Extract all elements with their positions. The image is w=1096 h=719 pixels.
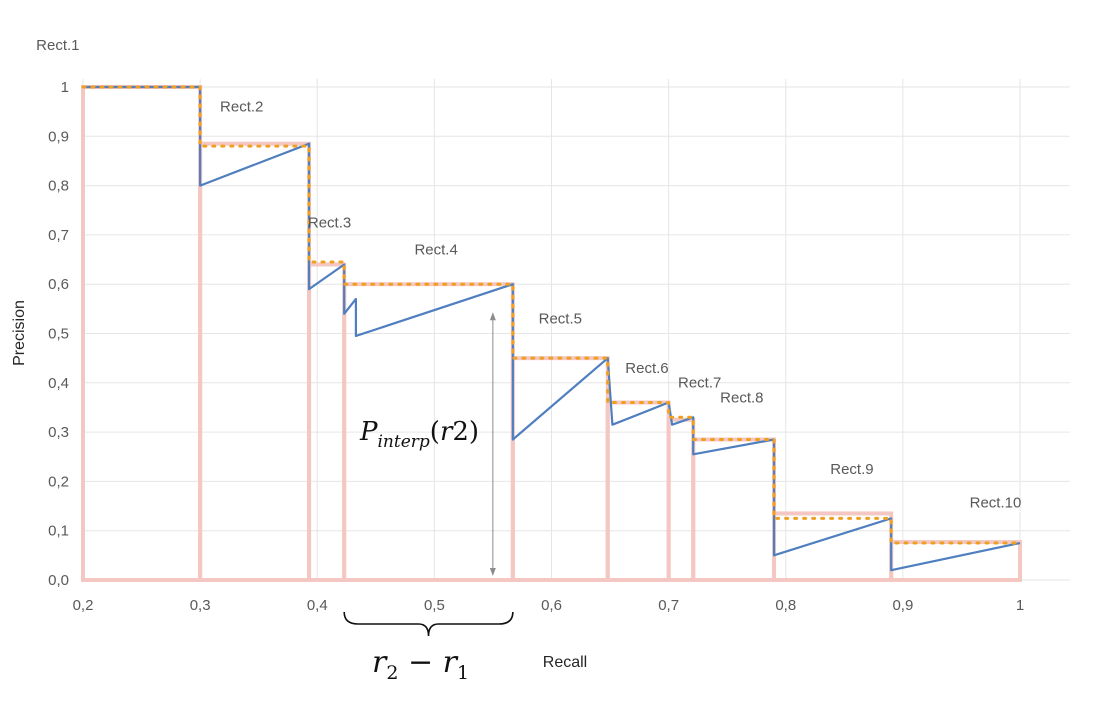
width-label: r2 − r1 (372, 645, 469, 684)
x-tick-label: 0,5 (424, 597, 445, 614)
width-minus: − (398, 645, 442, 680)
y-axis-title: Precision (11, 300, 28, 366)
y-tick-label: 0,3 (48, 424, 69, 441)
p-interp-argument-close: 2) (452, 417, 479, 447)
interpolation-rectangle (691, 437, 777, 582)
width-r2: r (372, 645, 388, 680)
y-tick-label: 0,4 (48, 375, 69, 392)
interpolation-rectangle (605, 400, 671, 582)
interpolated-precision-line (81, 85, 1022, 545)
y-tick-label: 0,7 (48, 227, 69, 244)
x-tick-label: 0,7 (658, 597, 679, 614)
width-r1-sub: 1 (457, 662, 469, 684)
y-tick-label: 1 (61, 79, 69, 96)
grid-lines (82, 79, 1070, 581)
interpolation-rectangle (307, 262, 347, 582)
y-tick-label: 0,9 (48, 128, 69, 145)
y-tick-label: 0,6 (48, 276, 69, 293)
y-tick-label: 0,0 (48, 572, 69, 589)
y-tick-label: 0,1 (48, 523, 69, 540)
interpolation-rectangle (666, 417, 696, 582)
rectangle-label: Rect.6 (625, 360, 668, 377)
width-r2-sub: 2 (386, 662, 398, 684)
rectangle-label: Rect.9 (830, 461, 873, 478)
x-tick-label: 0,9 (892, 597, 913, 614)
rectangle-label: Rect.10 (970, 495, 1022, 512)
rectangle-label: Rect.8 (720, 390, 763, 407)
p-interp-subscript: interp (378, 432, 430, 452)
y-tick-label: 0,5 (48, 326, 69, 343)
p-interp-arrowhead-top (489, 312, 496, 321)
width-r1: r (443, 645, 459, 680)
rectangle-label: Rect.4 (414, 242, 457, 259)
x-tick-label: 0,4 (307, 597, 328, 614)
series-lines (81, 85, 1022, 572)
p-interp-arrowhead-bottom (489, 568, 496, 576)
p-interp-argument: ( (430, 417, 440, 447)
rectangle-labels: Rect.1 Rect.2 Rect.3 Rect.4 Rect.5 Rect.6 Rect… (36, 37, 1021, 512)
y-tick-label: 0,8 (48, 178, 69, 195)
tick-labels: 0,2 0,3 0,4 0,5 0,6 0,7 0,8 0,9 1 0,0 0,1 0,2 0,3 0,4… (48, 79, 1024, 614)
p-interp-symbol: P (359, 417, 378, 447)
width-brace (343, 611, 514, 637)
rectangle-label: Rect.2 (220, 99, 263, 116)
rectangle-label: Rect.3 (308, 215, 351, 232)
rectangle-label: Rect.7 (678, 375, 721, 392)
x-tick-label: 0,3 (190, 597, 211, 614)
rectangle-label: Rect.1 (36, 37, 79, 54)
x-tick-label: 0,6 (541, 597, 562, 614)
rectangle-label: Rect.5 (539, 311, 582, 328)
p-interp-argument-r: r (440, 417, 454, 447)
annotations: Pinterp(r2) r2 − r1 (343, 312, 514, 684)
x-tick-label: 0,8 (775, 597, 796, 614)
y-tick-label: 0,2 (48, 473, 69, 490)
x-axis-title: Recall (543, 654, 587, 671)
interpolation-rectangle (198, 141, 312, 582)
interpolation-rectangle (510, 356, 610, 582)
x-tick-label: 0,2 (73, 597, 94, 614)
x-tick-label: 1 (1016, 597, 1024, 614)
p-interp-label: Pinterp(r2) (359, 417, 479, 452)
